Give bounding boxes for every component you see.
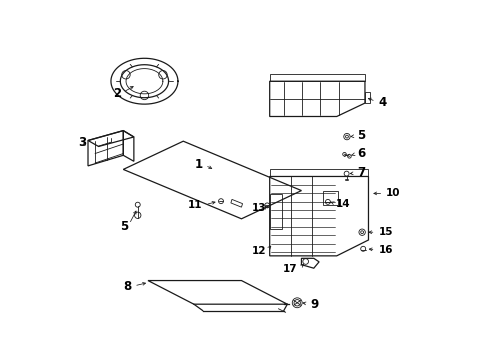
Text: 16: 16 [378, 245, 393, 255]
Text: 7: 7 [357, 166, 366, 179]
Text: 6: 6 [357, 147, 366, 160]
Text: 9: 9 [310, 298, 318, 311]
Text: 17: 17 [283, 264, 298, 274]
Text: 13: 13 [252, 203, 266, 212]
Text: 10: 10 [386, 188, 401, 198]
Text: 12: 12 [252, 246, 266, 256]
Text: 5: 5 [120, 220, 128, 233]
Text: 11: 11 [188, 201, 203, 210]
Text: 14: 14 [336, 199, 351, 209]
Text: 2: 2 [113, 87, 121, 100]
Text: 1: 1 [195, 158, 203, 171]
Text: 3: 3 [78, 136, 87, 149]
Text: 8: 8 [123, 280, 131, 293]
Text: 5: 5 [357, 129, 366, 143]
Text: 15: 15 [378, 227, 393, 237]
Text: 4: 4 [378, 96, 387, 109]
